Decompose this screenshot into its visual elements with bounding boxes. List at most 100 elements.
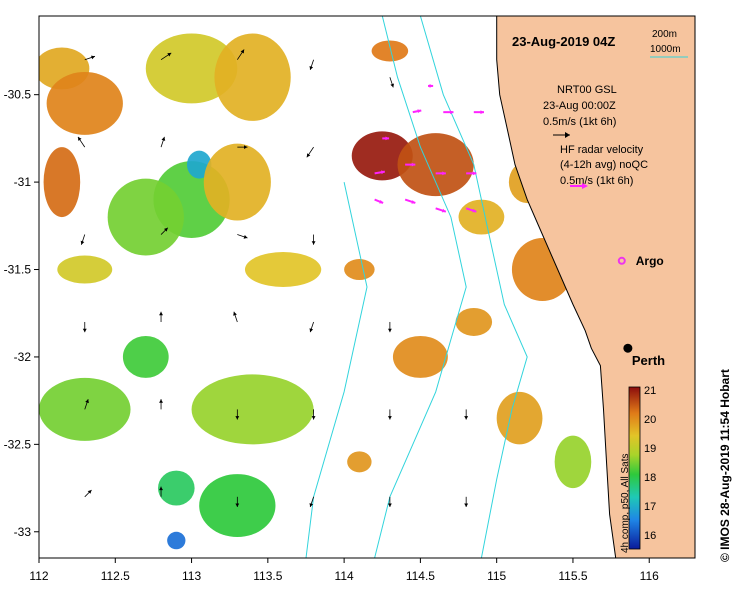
colorbar-caption: 4h comp, p50, All Sats bbox=[620, 453, 631, 553]
sst-patch bbox=[496, 391, 543, 445]
radar-arrow-head bbox=[411, 162, 416, 167]
radar-arrow-head bbox=[450, 110, 454, 115]
model-arrow-head bbox=[235, 416, 240, 420]
sst-patch bbox=[392, 335, 448, 378]
radar-arrow-head bbox=[417, 109, 422, 113]
model-arrow-head bbox=[390, 83, 394, 88]
colorbar-tick: 21 bbox=[644, 385, 656, 397]
x-tick-label: 114 bbox=[335, 569, 354, 583]
sst-patch bbox=[157, 470, 195, 506]
y-tick-label: -32.5 bbox=[4, 437, 32, 451]
model-arrow-head bbox=[91, 55, 95, 60]
colorbar-ticks: 21 20 19 18 17 16 bbox=[644, 385, 656, 542]
model-current-arrows bbox=[77, 49, 469, 508]
sst-patch bbox=[455, 307, 493, 336]
bathymetry-contour bbox=[374, 16, 467, 558]
sst-patch bbox=[554, 435, 592, 489]
x-tick-label: 112.5 bbox=[101, 569, 130, 583]
model-arrow-head bbox=[309, 328, 314, 333]
legend-radar-line3: 0.5m/s (1kt 6h) bbox=[560, 175, 633, 187]
land-area bbox=[496, 16, 695, 558]
model-arrow-head bbox=[388, 328, 392, 333]
y-tick-label: -31 bbox=[14, 175, 32, 189]
model-arrow-head bbox=[164, 227, 168, 232]
model-arrow-head bbox=[388, 416, 392, 420]
model-arrow-head bbox=[309, 503, 314, 507]
sst-patch bbox=[203, 143, 271, 221]
sst-patch bbox=[397, 133, 474, 197]
model-arrow-head bbox=[80, 240, 85, 245]
sst-patch bbox=[145, 33, 238, 104]
perth-marker bbox=[623, 343, 633, 353]
model-arrow-head bbox=[309, 66, 314, 70]
radar-arrow-head bbox=[442, 171, 446, 176]
argo-marker bbox=[617, 256, 626, 265]
plot-frame bbox=[38, 15, 696, 559]
perth-label: Perth bbox=[632, 353, 665, 368]
radar-arrow-head bbox=[379, 199, 384, 204]
sst-patch bbox=[191, 374, 314, 445]
hf-radar-arrows bbox=[374, 84, 484, 213]
model-arrow-head bbox=[87, 490, 92, 494]
sst-patch bbox=[347, 451, 372, 473]
x-axis: 112 112.5 113 113.5 114 114.5 115 115.5 116 bbox=[29, 558, 659, 583]
radar-arrow-head bbox=[381, 170, 385, 175]
legend-radar-arrow-head bbox=[582, 183, 588, 189]
radar-arrow-head bbox=[441, 208, 446, 213]
model-arrow-head bbox=[233, 311, 237, 316]
colorbar-tick: 19 bbox=[644, 443, 656, 455]
model-arrow-head bbox=[311, 416, 316, 420]
radar-arrow-head bbox=[480, 110, 484, 115]
sst-patch bbox=[214, 33, 291, 121]
y-tick-label: -31.5 bbox=[4, 263, 32, 277]
model-arrow-head bbox=[306, 153, 311, 158]
y-tick-label: -32 bbox=[14, 350, 32, 364]
sst-patch bbox=[351, 131, 413, 181]
contour-scale-b: 1000m bbox=[650, 44, 681, 55]
bathymetry-contours bbox=[305, 16, 528, 558]
legend-model-line2: 23-Aug 00:00Z bbox=[543, 100, 616, 112]
legend-model-arrow-head bbox=[565, 132, 570, 138]
sst-patch bbox=[107, 178, 184, 256]
x-tick-label: 113 bbox=[182, 569, 201, 583]
argo-label: Argo bbox=[636, 254, 664, 268]
coastline bbox=[496, 16, 617, 558]
y-tick-label: -30.5 bbox=[4, 88, 32, 102]
model-arrow-head bbox=[161, 136, 166, 141]
colorbar-tick: 20 bbox=[644, 414, 656, 426]
bathymetry-contour bbox=[305, 181, 368, 558]
model-arrow-head bbox=[311, 241, 316, 245]
colorbar-tick: 18 bbox=[644, 472, 656, 484]
colorbar-tick: 17 bbox=[644, 501, 656, 513]
x-tick-label: 114.5 bbox=[406, 569, 435, 583]
contour-scale-a: 200m bbox=[652, 29, 677, 40]
legend-model-line1: NRT00 GSL bbox=[557, 84, 617, 96]
radar-arrow-head bbox=[411, 200, 416, 204]
sst-patch bbox=[46, 71, 123, 135]
radar-arrow-head bbox=[472, 208, 477, 213]
y-axis: -30.5 -31 -31.5 -32 -32.5 -33 bbox=[4, 88, 39, 539]
model-arrow-head bbox=[235, 503, 240, 507]
sst-colorbar bbox=[628, 386, 641, 550]
y-tick-label: -33 bbox=[14, 525, 32, 539]
sst-patch bbox=[458, 199, 505, 235]
colorbar-tick: 16 bbox=[644, 530, 656, 542]
x-tick-label: 113.5 bbox=[253, 569, 282, 583]
map-title: 23-Aug-2019 04Z bbox=[512, 34, 615, 49]
radar-arrow-head bbox=[385, 136, 390, 141]
sst-patch bbox=[122, 335, 169, 378]
radar-arrow-head bbox=[429, 84, 434, 88]
model-arrow-head bbox=[464, 503, 469, 507]
model-arrow-head bbox=[240, 49, 245, 54]
model-arrow-head bbox=[388, 503, 392, 507]
model-arrow-head bbox=[159, 486, 163, 491]
legend-radar-line2: (4-12h avg) noQC bbox=[560, 159, 648, 171]
model-arrow-head bbox=[85, 399, 89, 404]
sst-patch bbox=[43, 147, 81, 218]
bathymetry-contour bbox=[419, 16, 528, 558]
sst-patch bbox=[371, 40, 409, 62]
x-tick-label: 112 bbox=[29, 569, 48, 583]
credit-text: © IMOS 28-Aug-2019 11:54 Hobart bbox=[718, 369, 732, 562]
sst-patch bbox=[57, 255, 113, 284]
